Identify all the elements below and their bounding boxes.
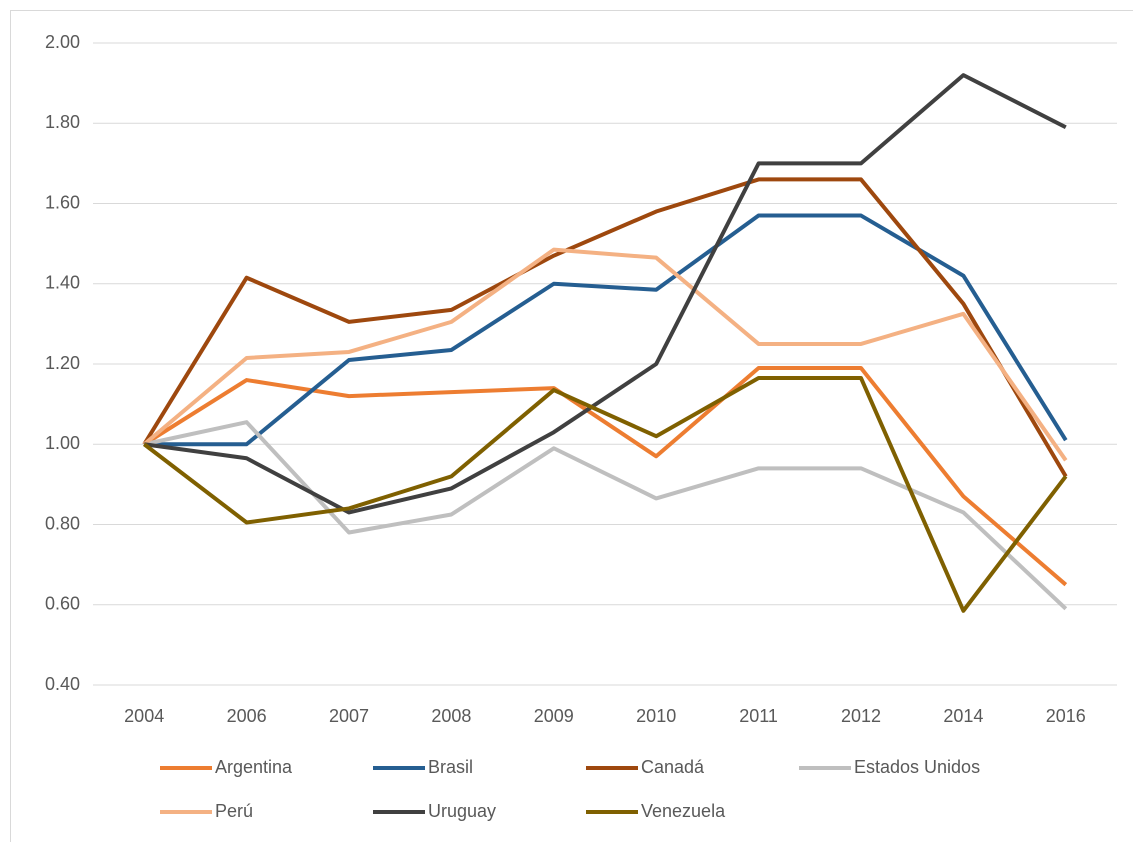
- y-tick-label: 1.60: [45, 192, 80, 212]
- x-tick-label: 2008: [431, 706, 471, 726]
- series-line: [142, 247, 1068, 462]
- series-line: [144, 213, 1068, 447]
- y-tick-label: 0.80: [45, 513, 80, 533]
- legend-label: Argentina: [215, 757, 293, 777]
- y-tick-label: 1.40: [45, 273, 80, 293]
- series-line: [142, 376, 1068, 613]
- x-tick-label: 2007: [329, 706, 369, 726]
- legend-label: Uruguay: [428, 801, 496, 821]
- x-tick-label: 2012: [841, 706, 881, 726]
- x-tick-label: 2011: [739, 706, 778, 726]
- x-tick-label: 2016: [1046, 706, 1086, 726]
- x-tick-label: 2004: [124, 706, 164, 726]
- series-line: [143, 366, 1068, 587]
- y-tick-label: 0.40: [45, 674, 80, 694]
- y-tick-label: 1.20: [45, 353, 80, 373]
- x-tick-label: 2010: [636, 706, 676, 726]
- series-line: [142, 177, 1068, 478]
- legend-label: Venezuela: [641, 801, 726, 821]
- legend-label: Perú: [215, 801, 253, 821]
- series-line: [143, 73, 1067, 515]
- legend-label: Brasil: [428, 757, 473, 777]
- y-tick-label: 1.00: [45, 433, 80, 453]
- x-tick-label: 2009: [534, 706, 574, 726]
- y-tick-label: 0.60: [45, 594, 80, 614]
- legend-label: Estados Unidos: [854, 757, 980, 777]
- y-tick-label: 2.00: [45, 32, 80, 52]
- x-tick-label: 2006: [227, 706, 267, 726]
- chart-border: [10, 10, 1133, 842]
- legend-label: Canadá: [641, 757, 705, 777]
- y-tick-label: 1.80: [45, 112, 80, 132]
- x-tick-label: 2014: [943, 706, 983, 726]
